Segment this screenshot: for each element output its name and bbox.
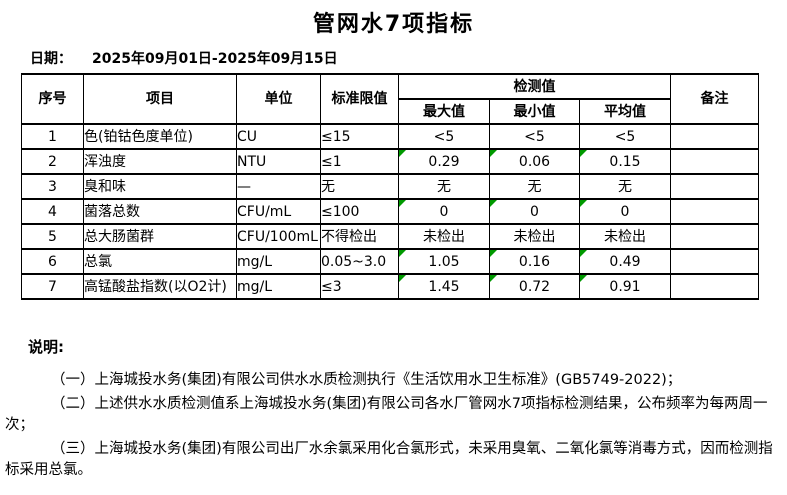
indicators-table: 序号 项目 单位 标准限值 检测值 备注 最大值 最小值 平均值 1 色(铂钴色… <box>21 73 760 300</box>
notes-section: 说明: （一）上海城投水务(集团)有限公司供水水质检测执行《生活饮用水卫生标准》… <box>5 336 782 481</box>
avg-value-cell: 0.91 <box>578 273 672 300</box>
note-item-3: （三）上海城投水务(集团)有限公司出厂水余氯采用化合氯形式，未采用臭氧、二氧化氯… <box>5 441 773 478</box>
row-index: 5 <box>21 223 84 250</box>
max-value-cell: 无 <box>398 173 490 200</box>
limit-cell: ≤3 <box>320 273 399 300</box>
limit-cell: ≤100 <box>320 198 399 225</box>
unit-cell: mg/L <box>236 248 321 275</box>
remark-cell <box>670 148 760 175</box>
row-index: 1 <box>21 123 84 150</box>
notes-label: 说明: <box>28 338 64 356</box>
item-cell: 总氯 <box>83 248 237 275</box>
col-header-limit: 标准限值 <box>320 73 399 125</box>
min-value-cell: 0.06 <box>489 148 580 175</box>
remark-cell <box>670 123 760 150</box>
avg-value-cell: <5 <box>578 123 672 150</box>
note-item-1: （一）上海城投水务(集团)有限公司供水水质检测执行《生活饮用水卫生标准》(GB5… <box>51 372 682 388</box>
max-value-cell: 1.45 <box>398 273 490 300</box>
table-row: 1 色(铂钴色度单位) CU ≤15 <5 <5 <5 <box>21 123 760 150</box>
avg-value-cell: 0 <box>578 198 672 225</box>
col-header-avg: 平均值 <box>578 98 672 125</box>
max-value-cell: <5 <box>398 123 490 150</box>
table-row: 5 总大肠菌群 CFU/100mL 不得检出 未检出 未检出 未检出 <box>21 223 760 250</box>
table-row: 6 总氯 mg/L 0.05~3.0 1.05 0.16 0.49 <box>21 248 760 275</box>
table-row: 4 菌落总数 CFU/mL ≤100 0 0 0 <box>21 198 760 225</box>
row-index: 2 <box>21 148 84 175</box>
report-page: 管网水7项指标 日期： 2025年09月01日-2025年09月15日 序号 项目… <box>0 6 787 481</box>
item-cell: 总大肠菌群 <box>83 223 237 250</box>
unit-cell: CFU/mL <box>236 198 321 225</box>
avg-value-cell: 0.49 <box>578 248 672 275</box>
col-header-remark: 备注 <box>670 73 760 125</box>
col-header-item: 项目 <box>83 73 237 125</box>
limit-cell: ≤1 <box>320 148 399 175</box>
unit-cell: mg/L <box>236 273 321 300</box>
note-item-2: （二）上述供水水质检测值系上海城投水务(集团)有限公司各水厂管网水7项指标检测结… <box>5 396 768 433</box>
table-row: 3 臭和味 — 无 无 无 无 <box>21 173 760 200</box>
min-value-cell: <5 <box>489 123 580 150</box>
item-cell: 臭和味 <box>83 173 237 200</box>
col-header-detection: 检测值 <box>397 73 672 100</box>
col-header-index: 序号 <box>21 73 84 125</box>
row-index: 7 <box>21 273 84 300</box>
item-cell: 菌落总数 <box>83 198 237 225</box>
table-row: 7 高锰酸盐指数(以O2计) mg/L ≤3 1.45 0.72 0.91 <box>21 273 760 300</box>
min-value-cell: 无 <box>489 173 580 200</box>
header-row-top: 序号 项目 单位 标准限值 检测值 备注 <box>21 73 760 125</box>
col-header-max: 最大值 <box>398 98 490 125</box>
min-value-cell: 0.72 <box>489 273 580 300</box>
limit-cell: 无 <box>320 173 399 200</box>
col-header-unit: 单位 <box>236 73 321 125</box>
limit-cell: 不得检出 <box>320 223 399 250</box>
page-title: 管网水7项指标 <box>312 12 475 37</box>
item-cell: 浑浊度 <box>83 148 237 175</box>
header-row-sub: 最大值 最小值 平均值 <box>22 98 759 125</box>
max-value-cell: 1.05 <box>398 248 490 275</box>
row-index: 4 <box>21 198 84 225</box>
min-value-cell: 0.16 <box>489 248 580 275</box>
item-cell: 色(铂钴色度单位) <box>83 123 237 150</box>
max-value-cell: 0.29 <box>398 148 490 175</box>
table-row: 2 浑浊度 NTU ≤1 0.29 0.06 0.15 <box>21 148 760 175</box>
min-value-cell: 0 <box>489 198 580 225</box>
item-cell: 高锰酸盐指数(以O2计) <box>83 273 237 300</box>
col-header-min: 最小值 <box>489 98 580 125</box>
unit-cell: — <box>236 173 321 200</box>
limit-cell: 0.05~3.0 <box>320 248 399 275</box>
date-row: 日期： 2025年09月01日-2025年09月15日 <box>30 48 787 68</box>
min-value-cell: 未检出 <box>489 223 580 250</box>
remark-cell <box>670 223 760 250</box>
unit-cell: CFU/100mL <box>236 223 321 250</box>
row-index: 6 <box>21 248 84 275</box>
row-index: 3 <box>21 173 84 200</box>
limit-cell: ≤15 <box>320 123 399 150</box>
avg-value-cell: 未检出 <box>578 223 672 250</box>
unit-cell: NTU <box>236 148 321 175</box>
remark-cell <box>670 198 760 225</box>
date-value: 2025年09月01日-2025年09月15日 <box>92 51 338 67</box>
remark-cell <box>670 273 760 300</box>
avg-value-cell: 0.15 <box>578 148 672 175</box>
unit-cell: CU <box>236 123 321 150</box>
remark-cell <box>670 248 760 275</box>
date-label: 日期： <box>30 51 72 67</box>
remark-cell <box>670 173 760 200</box>
max-value-cell: 0 <box>398 198 490 225</box>
avg-value-cell: 无 <box>578 173 672 200</box>
max-value-cell: 未检出 <box>398 223 490 250</box>
